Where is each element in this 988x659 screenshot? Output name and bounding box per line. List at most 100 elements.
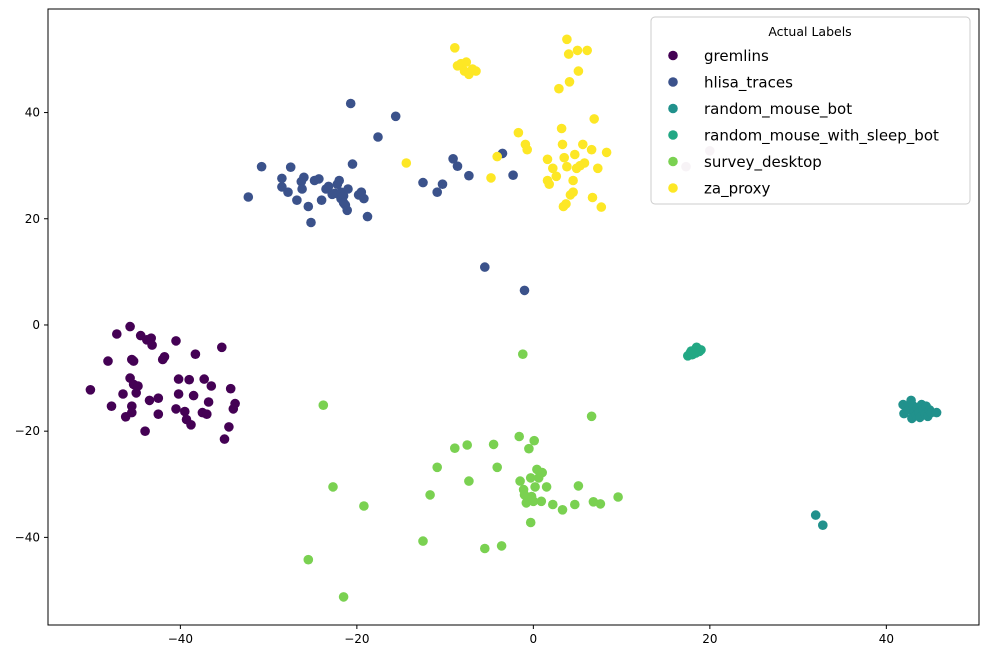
y-tick-label: 0 — [32, 318, 40, 332]
scatter-point — [171, 404, 181, 414]
scatter-point — [125, 321, 135, 332]
scatter-point — [563, 49, 574, 59]
legend-label: za_proxy — [704, 180, 771, 199]
legend: Actual Labels gremlins hlisa_tracesrandom… — [650, 16, 971, 205]
scatter-point — [518, 349, 528, 360]
scatter-point — [437, 179, 448, 189]
points-layer — [85, 34, 942, 602]
legend-marker — [668, 156, 678, 167]
scatter-point — [601, 147, 612, 158]
scatter-point — [171, 336, 181, 346]
y-tick-label: 20 — [25, 212, 40, 226]
scatter-point — [323, 181, 334, 192]
scatter-point — [401, 158, 412, 168]
scatter-point — [586, 411, 597, 422]
x-axis: −40 −20 0 20 40 — [168, 625, 894, 646]
scatter-point — [554, 83, 564, 94]
scatter-point — [448, 154, 458, 164]
series-za_proxy — [401, 34, 612, 212]
scatter-point — [85, 385, 96, 395]
scatter-point — [345, 98, 356, 109]
x-tick-label: 0 — [530, 632, 538, 646]
scatter-point — [486, 173, 496, 183]
plot-frame — [47, 8, 980, 626]
scatter-point — [508, 170, 518, 180]
scatter-point — [525, 517, 536, 528]
scatter-point — [572, 45, 583, 56]
scatter-point — [277, 173, 287, 184]
scatter-point — [557, 139, 568, 150]
scatter-point — [557, 505, 568, 515]
legend-label: random_mouse_with_sleep_bot — [704, 127, 939, 146]
legend-box — [650, 16, 971, 205]
scatter-point — [513, 127, 524, 138]
scatter-point — [133, 381, 143, 391]
scatter-point — [318, 400, 329, 411]
scatter-point — [128, 356, 139, 366]
scatter-point — [373, 132, 383, 142]
legend-item: random_mouse_with_sleep_bot — [668, 127, 939, 146]
scatter-point — [818, 520, 828, 530]
scatter-point — [556, 123, 567, 134]
scatter-point — [464, 170, 474, 181]
scatter-point — [418, 177, 428, 188]
scatter-point — [586, 144, 597, 155]
legend-marker — [668, 50, 678, 61]
legend-marker — [668, 77, 678, 87]
scatter-point — [425, 490, 435, 500]
scatter-point — [529, 435, 539, 446]
scatter-point — [103, 356, 113, 366]
scatter-point — [230, 398, 240, 409]
scatter-point — [283, 187, 293, 197]
scatter-point — [480, 543, 490, 554]
scatter-point — [347, 159, 358, 169]
scatter-point — [548, 163, 558, 174]
scatter-point — [568, 175, 578, 186]
scatter-point — [112, 329, 122, 339]
legend-marker — [668, 183, 678, 193]
scatter-point — [559, 152, 569, 163]
legend-item: hlisa_traces — [668, 74, 793, 93]
scatter-point — [480, 262, 490, 272]
scatter-point — [561, 199, 571, 209]
scatter-point — [450, 443, 460, 454]
scatter-point — [536, 496, 547, 507]
scatter-point — [359, 501, 369, 511]
scatter-point — [568, 187, 578, 197]
scatter-point — [180, 406, 190, 417]
scatter-point — [450, 43, 460, 53]
scatter-point — [243, 192, 254, 202]
scatter-point — [225, 383, 236, 394]
scatter-point — [492, 151, 503, 162]
scatter-point — [542, 154, 553, 165]
scatter-point — [931, 407, 942, 418]
legend-items: gremlins hlisa_traces random_mouse_botrand… — [668, 47, 939, 199]
scatter-point — [432, 462, 443, 473]
scatter-point — [153, 393, 164, 404]
scatter-point — [452, 161, 463, 171]
series-random_mouse_bot — [810, 395, 942, 530]
series-gremlins — [85, 321, 240, 444]
scatter-point — [106, 401, 117, 412]
scatter-point — [173, 374, 184, 384]
scatter-point — [519, 285, 530, 296]
series-survey_desktop — [303, 349, 623, 602]
y-tick-label: −40 — [15, 530, 40, 544]
scatter-point — [582, 45, 592, 56]
scatter-point — [362, 211, 373, 222]
scatter-point — [173, 389, 184, 399]
legend-title: Actual Labels — [768, 24, 851, 39]
scatter-point — [589, 114, 599, 124]
scatter-point — [217, 342, 227, 353]
scatter-point — [184, 374, 194, 385]
scatter-point — [587, 192, 598, 203]
scatter-point — [530, 482, 540, 492]
scatter-point — [418, 536, 428, 546]
scatter-point — [522, 144, 532, 155]
x-tick-label: 20 — [702, 632, 717, 646]
scatter-point — [285, 162, 296, 172]
scatter-point — [292, 195, 302, 205]
scatter-point — [515, 476, 525, 486]
